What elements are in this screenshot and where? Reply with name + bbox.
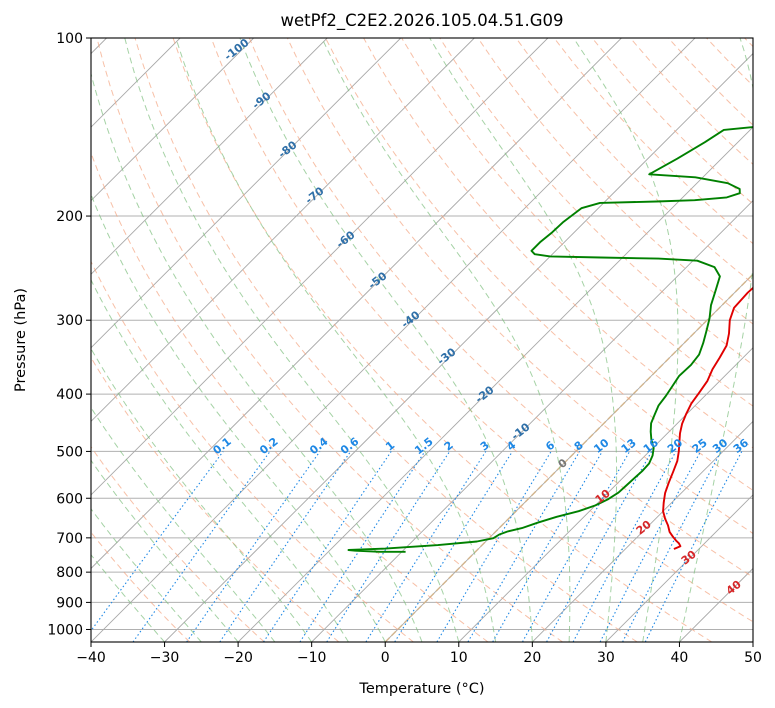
x-tick-label: 30	[597, 650, 615, 666]
isotherm-line	[91, 38, 549, 496]
dry-adiabat-line	[325, 38, 753, 491]
x-tick-label: 0	[381, 650, 390, 666]
mixing-ratio-line	[132, 451, 271, 642]
mixing-ratio-line	[572, 451, 677, 642]
moist-adiabat-line	[239, 38, 533, 642]
moist-adiabat-line	[91, 71, 423, 642]
moist-adiabat-line	[573, 38, 679, 642]
y-tick-label: 700	[56, 531, 83, 547]
x-tick-label: −20	[223, 650, 253, 666]
y-tick-label: 1000	[47, 622, 83, 638]
isotherm-line	[237, 126, 753, 642]
plot-frame	[90, 37, 754, 643]
isotherm-line	[91, 38, 475, 422]
dry-adiabat-line	[91, 356, 340, 642]
isotherm-line	[91, 38, 254, 202]
chart-title: wetPf2_C2E2.2026.105.04.51.G09	[280, 11, 563, 31]
mixing-ratio-line	[522, 451, 631, 642]
dry-adiabat-line	[515, 38, 753, 285]
y-tick-label: 300	[56, 313, 83, 329]
moist-adiabat-line	[321, 38, 571, 642]
isotherm-line	[605, 494, 753, 642]
mixing-ratio-line	[644, 451, 743, 642]
x-axis-title: Temperature (°C)	[358, 681, 484, 697]
y-tick-label: 400	[56, 387, 83, 403]
x-tick-label: 10	[450, 650, 468, 666]
y-tick-label: 500	[56, 444, 83, 460]
dry-adiabat-line	[248, 38, 753, 578]
dry-adiabat-line	[134, 38, 638, 642]
isotherm-line	[532, 420, 753, 642]
mixing-ratio-line	[326, 451, 451, 642]
moist-adiabat-line	[124, 38, 460, 642]
mixing-ratio-line	[546, 451, 653, 642]
mixing-ratio-line	[91, 451, 224, 632]
y-tick-label: 900	[56, 595, 83, 611]
moist-adiabat-line	[91, 459, 239, 642]
moist-adiabat-line	[429, 38, 618, 642]
isotherm-line	[91, 38, 402, 349]
moist-adiabat-line	[678, 38, 753, 642]
y-tick-label: 800	[56, 565, 83, 581]
dry-adiabat-line	[172, 38, 713, 642]
moist-adiabat-line	[175, 38, 497, 642]
profile-layer	[347, 126, 753, 553]
x-tick-label: 50	[744, 650, 762, 666]
y-tick-label: 100	[56, 31, 83, 47]
dry-adiabat-line	[286, 38, 753, 535]
isotherm-line	[458, 347, 753, 642]
isotherm-line	[164, 52, 753, 642]
x-tick-label: −40	[76, 650, 106, 666]
mixing-ratio-line	[299, 451, 426, 642]
isotherm-line	[91, 38, 622, 570]
axis-layer: −40 −30 −20 −10 0 10 20 30 40 50 100 200 300 400 500 60…	[47, 31, 762, 666]
x-tick-label: 20	[523, 650, 541, 666]
mixing-ratio-line	[263, 451, 392, 642]
special-isotherm-line	[384, 273, 753, 642]
dry-adiabat-line	[96, 38, 563, 642]
mixing-ratio-line	[186, 451, 321, 642]
dry-adiabat-line	[91, 260, 414, 642]
moist-adiabat-line	[91, 508, 202, 642]
grid-layer	[91, 38, 753, 642]
y-tick-label: 200	[56, 209, 83, 225]
y-axis-title: Pressure (hPa)	[13, 288, 29, 392]
temperature-profile-line	[662, 286, 753, 550]
mixing-ratio-line	[219, 451, 352, 642]
moist-adiabat-line	[91, 406, 276, 642]
x-tick-label: −30	[150, 650, 180, 666]
moist-adiabat-line	[91, 193, 386, 642]
mixing-ratio-line	[394, 451, 513, 642]
isotherm-line	[91, 38, 328, 275]
dry-adiabat-line	[91, 445, 265, 642]
y-tick-label: 600	[56, 491, 83, 507]
dry-adiabat-line	[210, 38, 753, 623]
dewpoint-profile-line	[347, 126, 753, 553]
x-tick-label: 40	[671, 650, 689, 666]
x-tick-label: −10	[297, 650, 327, 666]
